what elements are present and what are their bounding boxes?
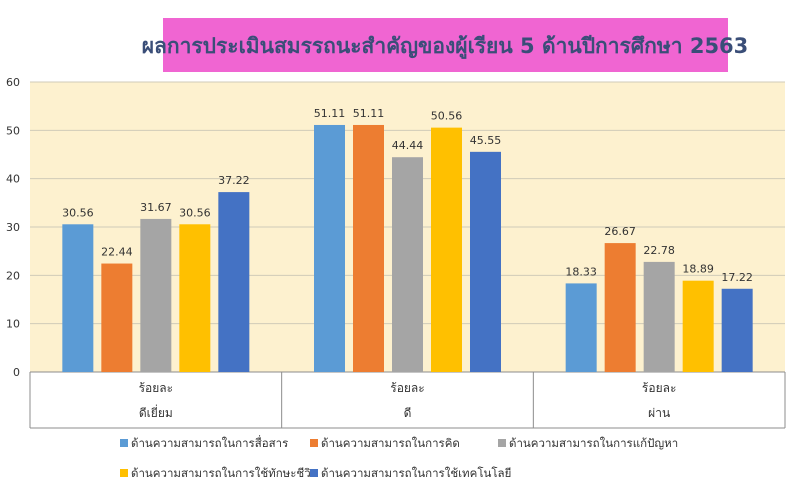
y-tick-label: 10 xyxy=(6,318,20,331)
category-top-label: ร้อยละ xyxy=(390,381,424,395)
bar xyxy=(604,243,636,372)
bar xyxy=(392,157,423,372)
bar xyxy=(643,261,675,372)
bar xyxy=(431,127,462,372)
data-label: 51.11 xyxy=(314,107,346,120)
legend-label: ด้านความสามารถในการใช้ทักษะชีวิต xyxy=(131,466,318,480)
data-label: 22.44 xyxy=(101,246,133,259)
bar xyxy=(218,192,250,372)
bar xyxy=(470,151,501,372)
data-label: 26.67 xyxy=(604,225,636,238)
legend-label: ด้านความสามารถในการใช้เทคโนโลยี xyxy=(321,466,511,480)
chart-title: ผลการประเมินสมรรถนะสำคัญของผู้เรียน 5 ด้… xyxy=(142,34,749,60)
category-label: ดีเยี่ยม xyxy=(139,404,173,420)
data-label: 44.44 xyxy=(392,139,424,152)
bar xyxy=(682,280,714,372)
data-label: 17.22 xyxy=(721,271,753,284)
category-label: ผ่าน xyxy=(648,406,670,420)
data-label: 18.33 xyxy=(565,265,597,278)
legend-label: ด้านความสามารถในการคิด xyxy=(321,436,460,450)
category-top-label: ร้อยละ xyxy=(642,381,676,395)
legend-label: ด้านความสามารถในการแก้ปัญหา xyxy=(509,436,678,450)
bar xyxy=(62,224,94,372)
legend-label: ด้านความสามารถในการสื่อสาร xyxy=(131,435,288,450)
y-tick-label: 40 xyxy=(6,173,20,186)
data-label: 18.89 xyxy=(682,263,714,276)
data-label: 30.56 xyxy=(62,206,94,219)
data-label: 31.67 xyxy=(140,201,172,214)
y-tick-label: 0 xyxy=(13,366,20,379)
data-label: 37.22 xyxy=(218,174,250,187)
data-label: 45.55 xyxy=(470,134,502,147)
data-label: 30.56 xyxy=(179,206,211,219)
legend-swatch xyxy=(498,439,506,447)
legend-swatch xyxy=(310,439,318,447)
y-tick-label: 30 xyxy=(6,221,20,234)
category-top-label: ร้อยละ xyxy=(139,381,173,395)
bar xyxy=(179,224,211,372)
data-label: 50.56 xyxy=(431,110,463,123)
legend-swatch xyxy=(310,469,318,477)
bar xyxy=(140,218,172,372)
data-label: 22.78 xyxy=(643,244,675,257)
bar xyxy=(721,288,753,372)
y-tick-label: 60 xyxy=(6,76,20,89)
legend-swatch xyxy=(120,469,128,477)
bar xyxy=(101,263,133,372)
chart-title-box xyxy=(163,18,728,72)
bar xyxy=(314,124,345,373)
bar xyxy=(353,124,384,373)
y-tick-label: 50 xyxy=(6,124,20,137)
category-label: ดี xyxy=(404,406,412,420)
y-tick-label: 20 xyxy=(6,269,20,282)
legend-swatch xyxy=(120,439,128,447)
bar xyxy=(565,283,597,372)
data-label: 51.11 xyxy=(353,107,385,120)
